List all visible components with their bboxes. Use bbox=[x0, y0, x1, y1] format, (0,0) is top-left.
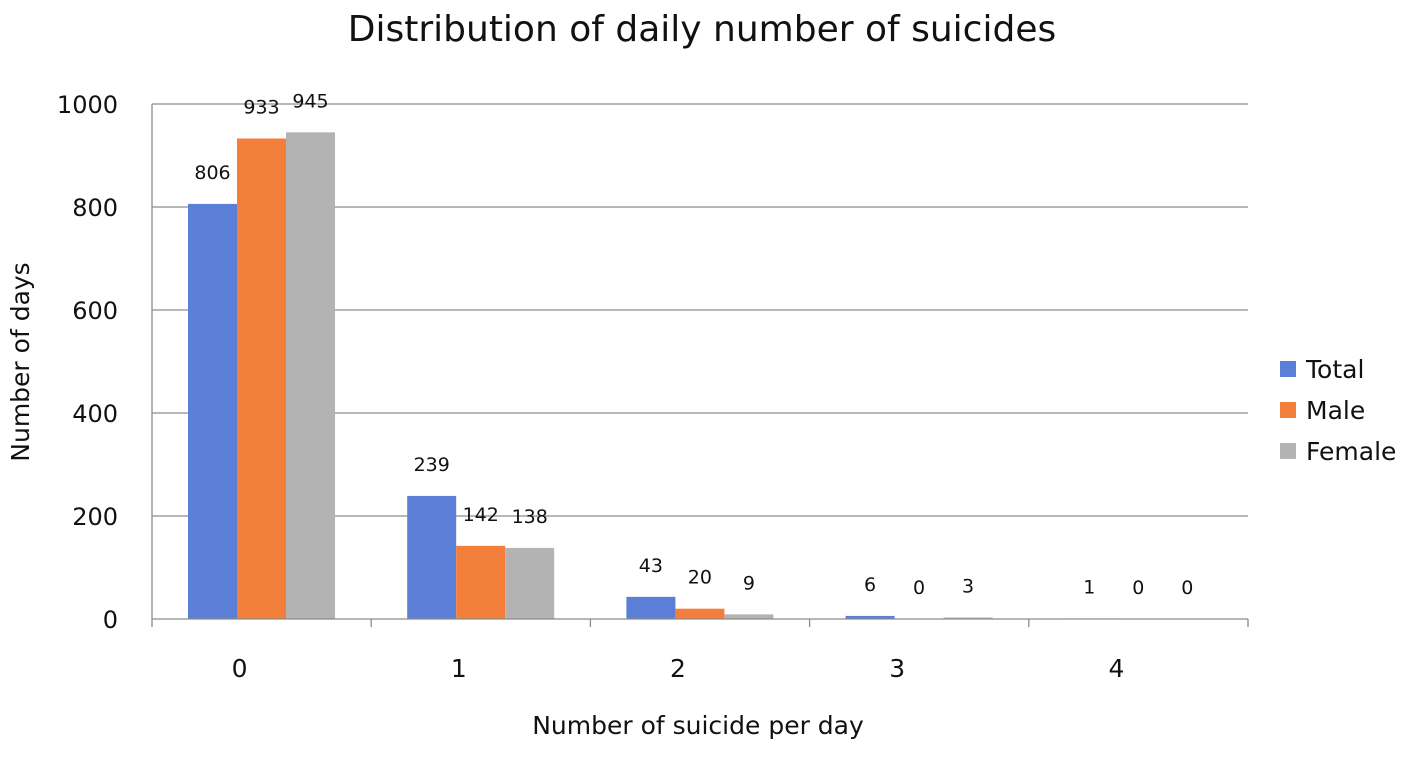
data-label: 20 bbox=[688, 567, 712, 589]
bar-male-1 bbox=[456, 545, 506, 619]
bars bbox=[188, 132, 1114, 619]
bar-total-2 bbox=[626, 596, 676, 619]
x-tick-label: 0 bbox=[232, 654, 248, 683]
y-tick-label: 0 bbox=[103, 606, 118, 634]
x-tick-label: 3 bbox=[889, 654, 905, 683]
data-label: 0 bbox=[1132, 577, 1144, 599]
legend-label-total: Total bbox=[1305, 355, 1364, 384]
data-label: 43 bbox=[639, 555, 663, 577]
bar-female-1 bbox=[505, 547, 555, 619]
x-axis-title: Number of suicide per day bbox=[532, 711, 864, 740]
legend-swatch-male bbox=[1280, 402, 1296, 418]
legend-label-female: Female bbox=[1306, 437, 1396, 466]
y-tick-label: 600 bbox=[72, 297, 118, 325]
x-tick-label: 2 bbox=[670, 654, 686, 683]
legend-swatch-female bbox=[1280, 443, 1296, 459]
legend-swatch-total bbox=[1280, 361, 1296, 377]
data-label: 1 bbox=[1083, 576, 1095, 598]
chart-title: Distribution of daily number of suicides bbox=[348, 9, 1057, 50]
bar-male-0 bbox=[237, 138, 286, 619]
data-label: 142 bbox=[463, 504, 499, 526]
data-label: 6 bbox=[864, 574, 876, 596]
data-label: 138 bbox=[512, 506, 548, 528]
data-label: 0 bbox=[1181, 577, 1193, 599]
y-tick-label: 400 bbox=[72, 400, 118, 428]
y-tick-label: 1000 bbox=[57, 91, 118, 119]
bar-total-3 bbox=[845, 615, 895, 619]
legend: Total Male Female bbox=[1280, 355, 1396, 466]
data-label: 933 bbox=[243, 97, 279, 119]
x-tick-label: 1 bbox=[451, 654, 467, 683]
data-label: 239 bbox=[414, 454, 450, 476]
data-label: 0 bbox=[913, 577, 925, 599]
data-label: 9 bbox=[743, 572, 755, 594]
data-label: 806 bbox=[194, 162, 230, 184]
bar-female-3 bbox=[943, 617, 993, 619]
data-labels: 806 239 43 6 1 933 142 20 0 0 945 138 9 3 0 bbox=[194, 90, 1193, 599]
y-axis-title: Number of days bbox=[6, 262, 35, 461]
bar-total-0 bbox=[188, 203, 237, 619]
legend-label-male: Male bbox=[1306, 396, 1365, 425]
bar-female-0 bbox=[286, 132, 335, 619]
data-label: 945 bbox=[292, 90, 328, 112]
data-label: 3 bbox=[962, 575, 974, 597]
y-tick-label: 800 bbox=[72, 194, 118, 222]
y-tick-label: 200 bbox=[72, 503, 118, 531]
bar-female-2 bbox=[724, 614, 774, 619]
bar-male-2 bbox=[675, 608, 725, 619]
x-tick-label: 4 bbox=[1108, 654, 1124, 683]
bar-total-1 bbox=[407, 495, 457, 619]
